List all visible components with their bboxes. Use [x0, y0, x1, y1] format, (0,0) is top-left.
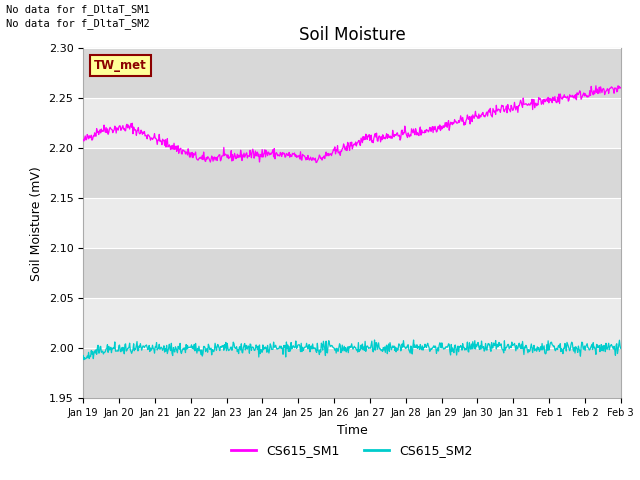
CS615_SM2: [488, 345, 496, 351]
CS615_SM1: [406, 132, 414, 138]
Bar: [83, 48, 621, 98]
CS615_SM1: [392, 132, 400, 138]
Title: Soil Moisture: Soil Moisture: [299, 25, 405, 44]
CS615_SM2: [617, 346, 625, 351]
CS615_SM2: [79, 353, 87, 359]
Bar: [83, 248, 621, 298]
CS615_SM2: [113, 348, 121, 354]
CS615_SM1: [488, 113, 495, 119]
CS615_SM2: [393, 345, 401, 351]
CS615_SM1: [113, 130, 120, 136]
Legend: CS615_SM1, CS615_SM2: CS615_SM1, CS615_SM2: [226, 439, 478, 462]
CS615_SM1: [79, 137, 87, 143]
Text: No data for f_DltaT_SM2: No data for f_DltaT_SM2: [6, 18, 150, 29]
Text: No data for f_DltaT_SM1: No data for f_DltaT_SM1: [6, 4, 150, 15]
CS615_SM1: [543, 96, 550, 102]
X-axis label: Time: Time: [337, 424, 367, 437]
CS615_SM1: [312, 159, 320, 165]
Bar: [83, 198, 621, 248]
Bar: [83, 148, 621, 198]
CS615_SM2: [80, 357, 88, 362]
Line: CS615_SM1: CS615_SM1: [83, 86, 621, 162]
Bar: [83, 98, 621, 148]
Text: TW_met: TW_met: [94, 59, 147, 72]
Bar: [83, 298, 621, 348]
Line: CS615_SM2: CS615_SM2: [83, 340, 621, 360]
CS615_SM2: [371, 337, 378, 343]
CS615_SM2: [407, 343, 415, 349]
Y-axis label: Soil Moisture (mV): Soil Moisture (mV): [30, 166, 43, 281]
CS615_SM1: [422, 127, 430, 132]
CS615_SM1: [617, 85, 625, 91]
CS615_SM1: [592, 83, 600, 89]
Bar: [83, 348, 621, 398]
CS615_SM2: [543, 348, 551, 353]
CS615_SM2: [423, 342, 431, 348]
